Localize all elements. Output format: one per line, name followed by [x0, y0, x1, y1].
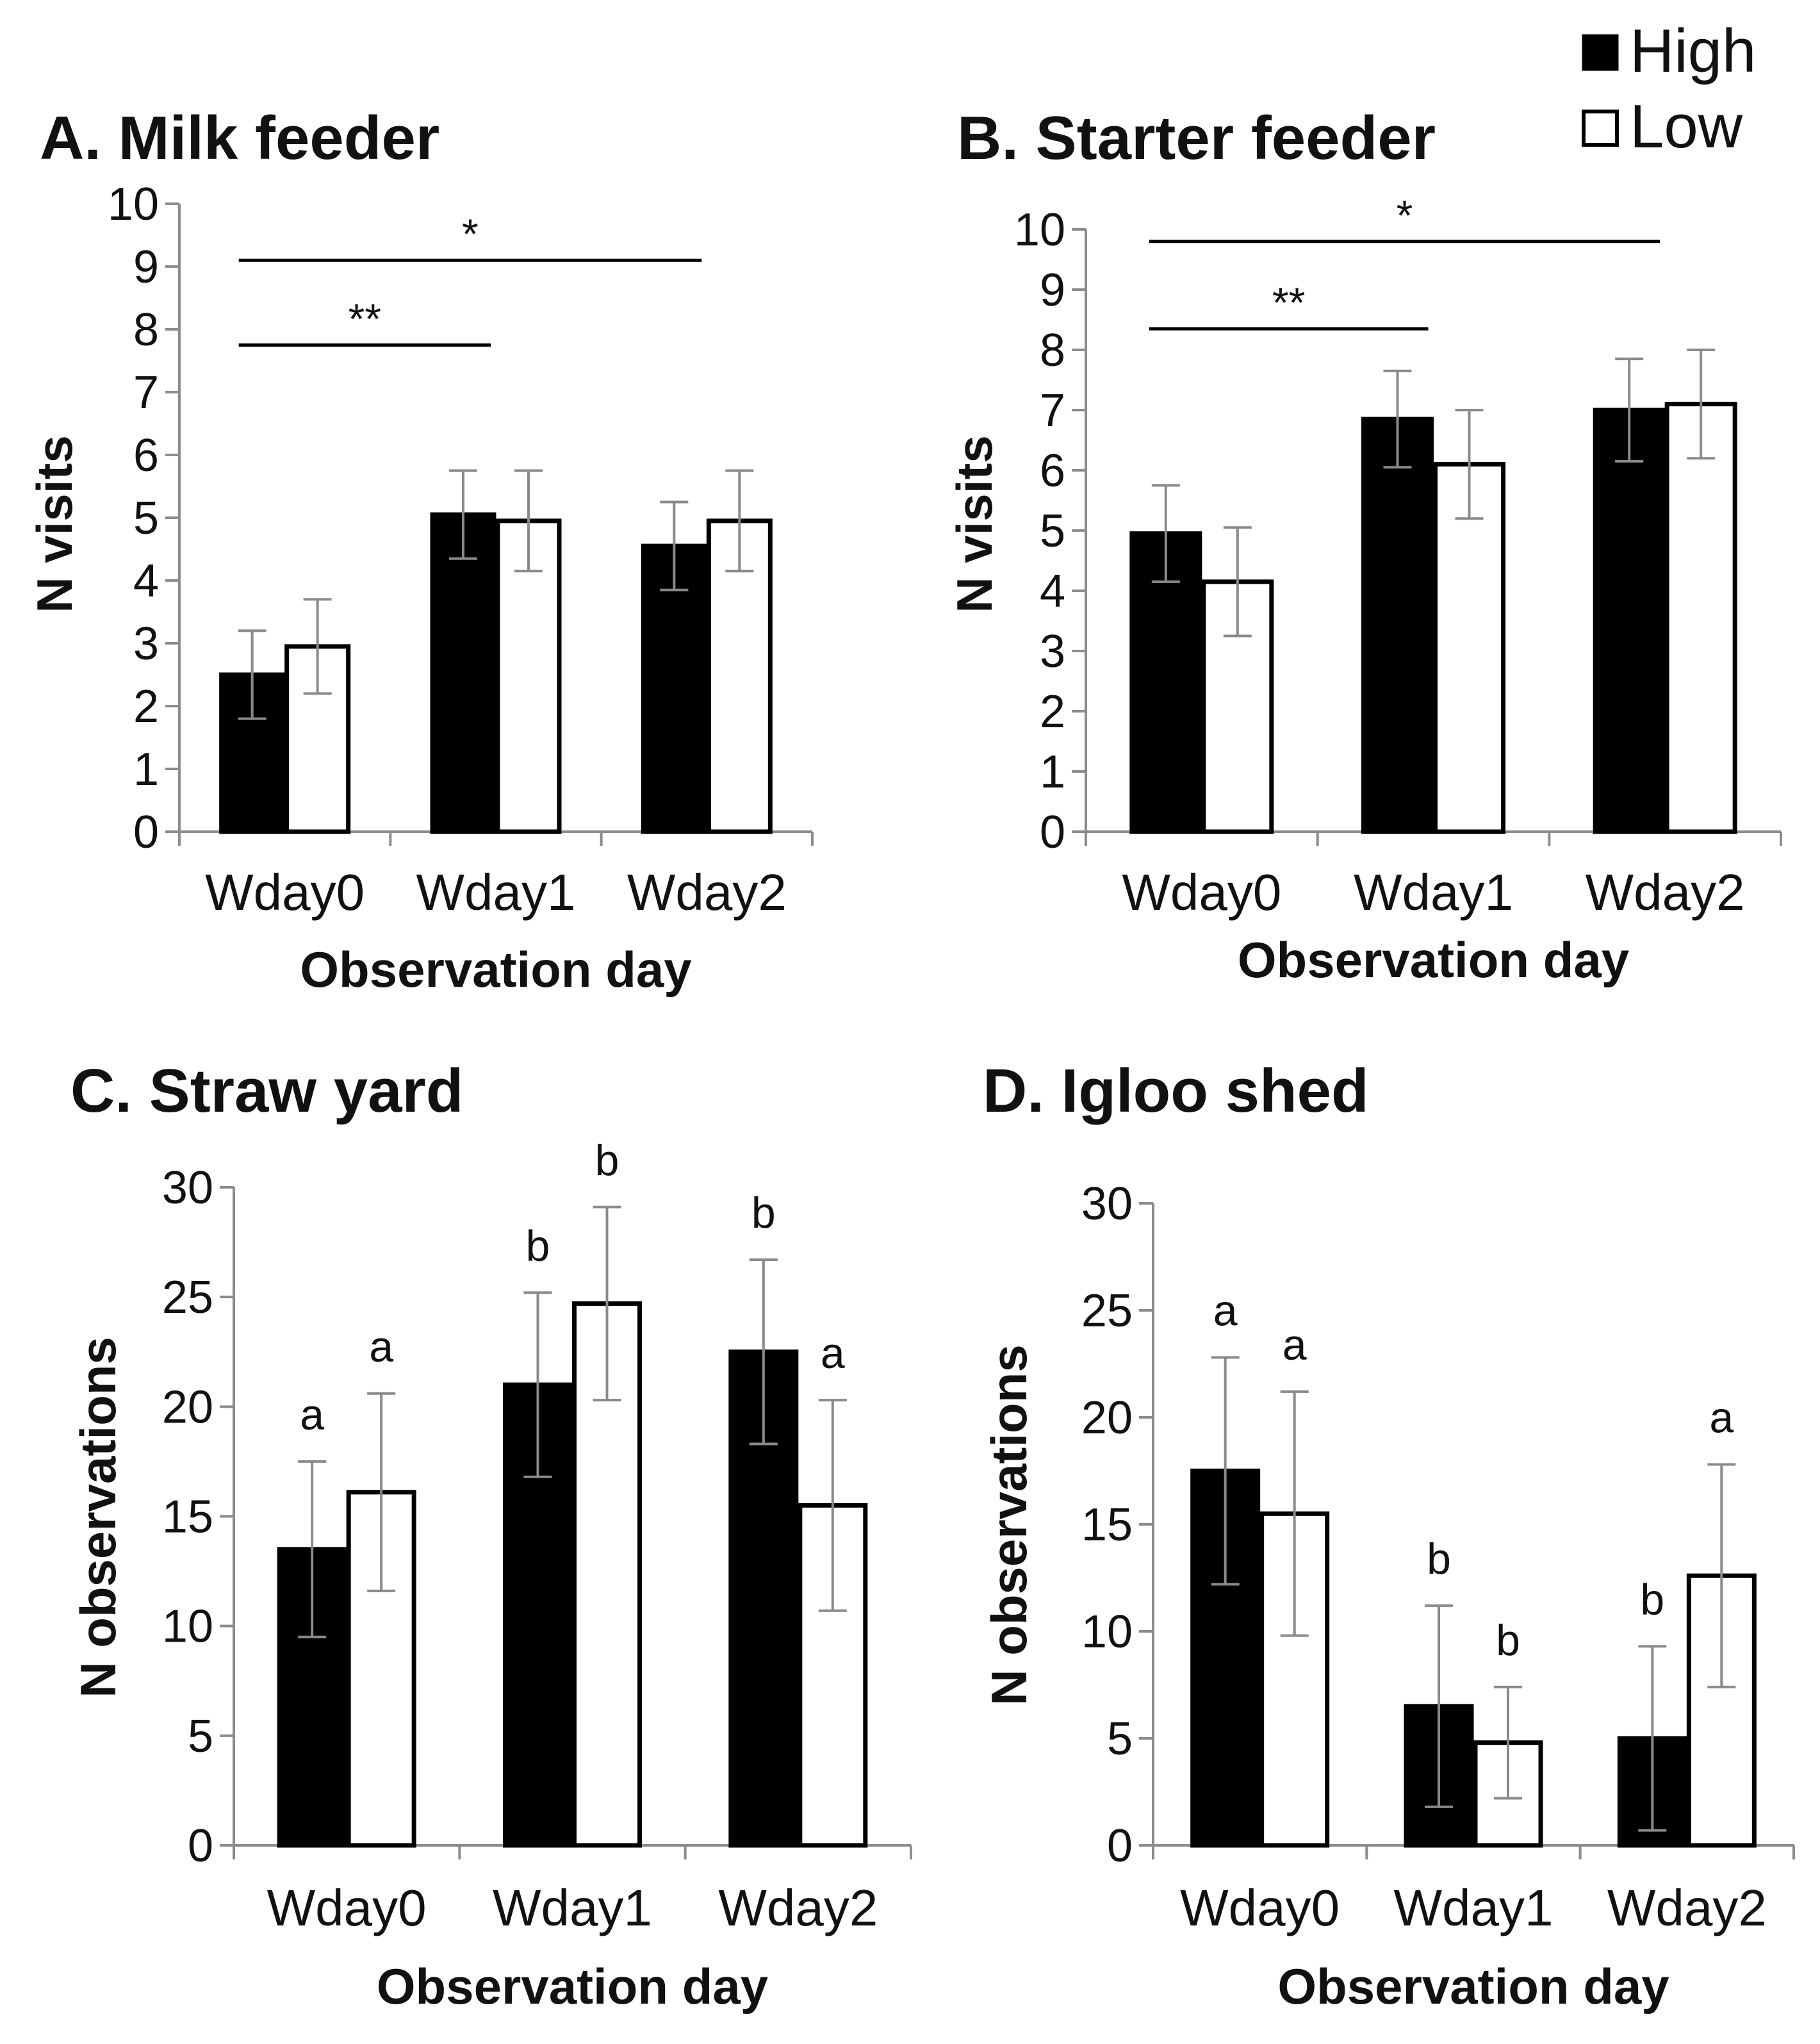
y-tick-label: 6: [1040, 445, 1065, 497]
x-category-label: Wday1: [1354, 864, 1513, 921]
significance-marker: *: [462, 210, 479, 258]
legend-swatch-high: [1582, 34, 1619, 71]
x-category-label: Wday1: [416, 864, 576, 921]
panel-straw-yard: C. Straw yard 0 5 10 15 20 25 30 N observations O…: [70, 1057, 912, 2015]
significance-letter: b: [1496, 1616, 1520, 1665]
y-tick-label: 30: [1081, 1178, 1133, 1230]
y-axis-label: N visits: [26, 435, 83, 613]
panel-igloo-shed: D. Igloo shed 0 5 10 15 20 25 30 N observations O…: [981, 1057, 1795, 2015]
bar-high: [1361, 416, 1434, 834]
y-tick-label: 5: [1040, 506, 1065, 557]
x-axis-label: Observation day: [1238, 932, 1629, 988]
legend-label-high: High: [1630, 17, 1756, 85]
x-category-label: Wday2: [1607, 1879, 1767, 1936]
y-tick-label: 15: [1081, 1499, 1133, 1551]
y-tick-label: 10: [108, 179, 159, 230]
bar-high: [1129, 531, 1202, 834]
x-category-label: Wday0: [267, 1879, 427, 1936]
bar-high: [1593, 408, 1666, 834]
significance-marker: *: [1397, 192, 1413, 239]
x-axis-label: Observation day: [377, 1958, 768, 2015]
bar-low: [706, 518, 773, 834]
y-tick-label: 5: [133, 493, 159, 544]
significance-letter: a: [1709, 1393, 1734, 1442]
y-tick-label: 4: [133, 556, 159, 607]
y-tick-label: 4: [1040, 566, 1065, 617]
significance-letter: b: [595, 1136, 619, 1185]
panel-title: C. Straw yard: [70, 1057, 464, 1125]
legend: High Low: [1582, 17, 1756, 161]
y-tick-label: 3: [1040, 626, 1065, 677]
bar-low: [1433, 462, 1505, 834]
y-tick-label: 5: [188, 1711, 213, 1762]
bar-low: [1664, 402, 1737, 834]
y-tick-label: 25: [1081, 1285, 1133, 1337]
significance-letter: a: [369, 1323, 393, 1371]
x-category-label: Wday2: [1586, 864, 1745, 921]
y-tick-label: 1: [1040, 746, 1065, 798]
x-category-label: Wday1: [1394, 1879, 1554, 1936]
panel-title: A. Milk feeder: [40, 104, 439, 172]
y-tick-label: 0: [1107, 1820, 1133, 1872]
x-category-label: Wday2: [718, 1879, 878, 1936]
x-category-label: Wday0: [1180, 1879, 1340, 1936]
x-axis-label: Observation day: [1277, 1958, 1669, 2015]
x-category-label: Wday0: [205, 864, 365, 921]
panel-title: D. Igloo shed: [983, 1057, 1369, 1125]
y-tick-label: 0: [188, 1820, 213, 1872]
significance-letter: b: [526, 1221, 550, 1270]
y-tick-label: 5: [1107, 1713, 1133, 1765]
y-tick-label: 15: [162, 1492, 213, 1543]
y-tick-label: 25: [162, 1272, 213, 1323]
y-tick-label: 3: [133, 618, 159, 670]
y-tick-label: 20: [162, 1381, 213, 1433]
y-tick-label: 20: [1081, 1392, 1133, 1444]
y-tick-label: 7: [133, 367, 159, 418]
y-tick-label: 6: [133, 430, 159, 481]
x-category-label: Wday0: [1122, 864, 1281, 921]
y-tick-label: 0: [1040, 807, 1065, 858]
significance-letter: a: [300, 1390, 324, 1439]
y-tick-label: 8: [133, 304, 159, 356]
legend-swatch-low: [1582, 110, 1619, 147]
significance-letter: b: [1640, 1575, 1664, 1624]
y-tick-label: 9: [1040, 265, 1065, 316]
bar-low: [495, 518, 562, 834]
x-category-label: Wday2: [627, 864, 787, 921]
y-tick-label: 9: [133, 242, 159, 293]
y-tick-label: 8: [1040, 325, 1065, 376]
y-tick-label: 10: [1081, 1606, 1133, 1658]
panel-title: B. Starter feeder: [957, 104, 1436, 172]
y-axis-label: N observations: [981, 1344, 1037, 1705]
significance-letter: a: [821, 1329, 845, 1378]
y-tick-label: 2: [133, 681, 159, 732]
panel-starter-feeder: B. Starter feeder 0 1 2 3 4 5 6 7 8 9 10 N visits Obs…: [946, 104, 1782, 988]
y-tick-label: 7: [1040, 385, 1065, 436]
x-category-label: Wday1: [493, 1879, 652, 1936]
significance-marker: **: [348, 295, 381, 343]
y-axis-label: N observations: [70, 1337, 126, 1697]
significance-marker: **: [1272, 279, 1305, 326]
y-axis-label: N visits: [946, 435, 1003, 613]
legend-label-low: Low: [1630, 92, 1743, 161]
y-tick-label: 1: [133, 744, 159, 795]
y-tick-label: 0: [133, 807, 159, 858]
y-tick-label: 2: [1040, 686, 1065, 738]
panel-milk-feeder: A. Milk feeder 0 1 2 3 4 5 6 7 8 9 10 N visits Observ…: [26, 104, 814, 998]
significance-letter: b: [1427, 1535, 1451, 1583]
y-tick-label: 10: [162, 1601, 213, 1653]
x-axis-label: Observation day: [300, 941, 691, 998]
significance-letter: a: [1213, 1286, 1238, 1335]
significance-letter: b: [751, 1189, 776, 1237]
y-tick-label: 10: [1014, 204, 1065, 256]
y-tick-label: 30: [162, 1162, 213, 1214]
significance-letter: a: [1283, 1321, 1307, 1369]
bar-high: [430, 512, 496, 834]
